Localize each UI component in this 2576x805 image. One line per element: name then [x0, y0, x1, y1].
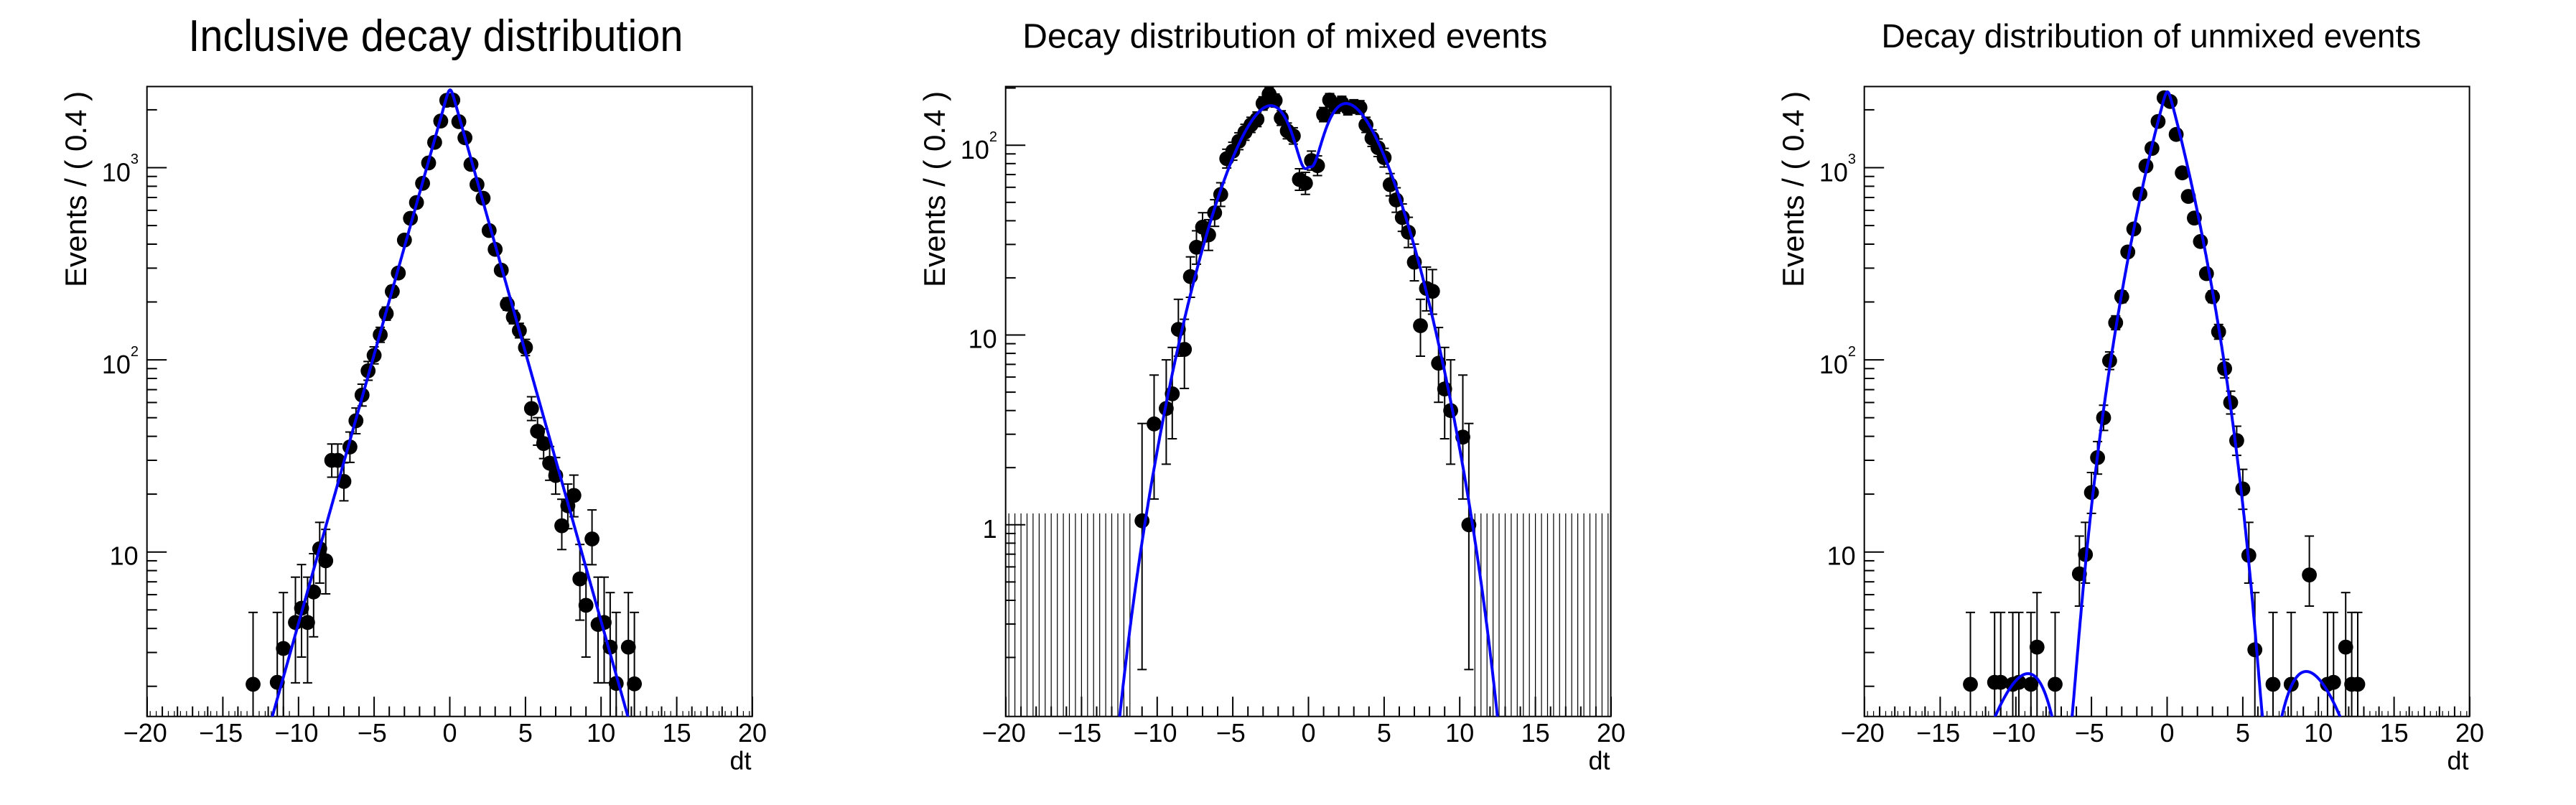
svg-text:Events / ( 0.4 ): Events / ( 0.4 ): [1776, 91, 1810, 287]
svg-text:Events / ( 0.4 ): Events / ( 0.4 ): [918, 91, 951, 287]
svg-text:Decay distribution of mixed ev: Decay distribution of mixed events: [1022, 18, 1547, 56]
svg-text:−20: −20: [1841, 718, 1885, 748]
svg-text:10: 10: [2304, 718, 2333, 748]
svg-text:−20: −20: [982, 718, 1026, 748]
svg-text:Inclusive decay distribution: Inclusive decay distribution: [188, 11, 683, 61]
svg-text:15: 15: [1521, 718, 1550, 748]
svg-text:0: 0: [1301, 718, 1315, 748]
svg-text:−5: −5: [2075, 718, 2104, 748]
svg-text:Events / ( 0.4 ): Events / ( 0.4 ): [59, 91, 93, 287]
svg-text:10: 10: [1827, 541, 1856, 571]
svg-text:−15: −15: [199, 718, 243, 748]
svg-text:10: 10: [110, 541, 139, 571]
svg-text:0: 0: [442, 718, 457, 748]
svg-text:5: 5: [1377, 718, 1391, 748]
svg-text:−10: −10: [1133, 718, 1177, 748]
svg-text:15: 15: [2380, 718, 2409, 748]
svg-text:dt: dt: [2447, 746, 2468, 776]
svg-text:0: 0: [2160, 718, 2174, 748]
svg-text:−5: −5: [358, 718, 387, 748]
svg-text:−15: −15: [1058, 718, 1101, 748]
svg-text:Decay distribution of unmixed: Decay distribution of unmixed events: [1882, 17, 2422, 55]
svg-text:−20: −20: [123, 718, 167, 748]
svg-text:5: 5: [518, 718, 533, 748]
svg-text:10: 10: [587, 718, 615, 748]
svg-text:5: 5: [2236, 718, 2250, 748]
svg-text:10: 10: [1445, 718, 1474, 748]
svg-text:1: 1: [983, 514, 997, 544]
svg-text:15: 15: [663, 718, 691, 748]
svg-text:−10: −10: [274, 718, 318, 748]
svg-text:20: 20: [1597, 718, 1625, 748]
svg-text:dt: dt: [729, 746, 751, 776]
svg-text:−15: −15: [1916, 718, 1960, 748]
svg-text:10: 10: [969, 325, 997, 354]
svg-text:−5: −5: [1216, 718, 1246, 748]
svg-text:dt: dt: [1588, 746, 1610, 776]
svg-text:20: 20: [2455, 718, 2484, 748]
svg-text:20: 20: [738, 718, 767, 748]
svg-text:−10: −10: [1992, 718, 2035, 748]
